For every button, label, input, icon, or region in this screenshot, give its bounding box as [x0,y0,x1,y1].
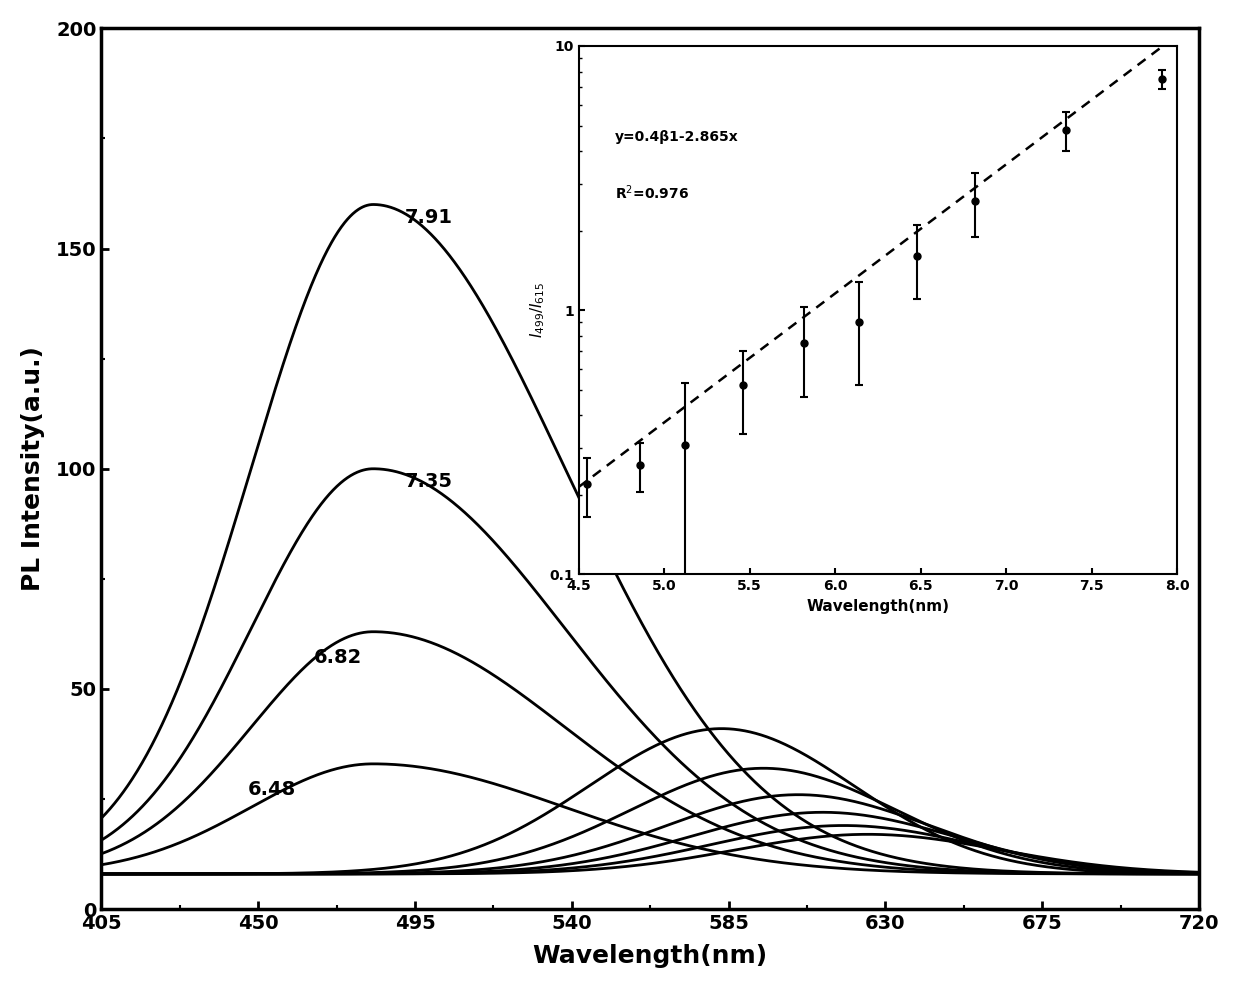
Y-axis label: PL Intensity(a.u.): PL Intensity(a.u.) [21,346,45,591]
Text: 7.91: 7.91 [404,208,453,226]
X-axis label: Wavelength(nm): Wavelength(nm) [533,944,768,968]
Text: 7.35: 7.35 [404,472,453,491]
Text: 6.48: 6.48 [248,780,296,799]
Text: 6.82: 6.82 [314,648,362,667]
